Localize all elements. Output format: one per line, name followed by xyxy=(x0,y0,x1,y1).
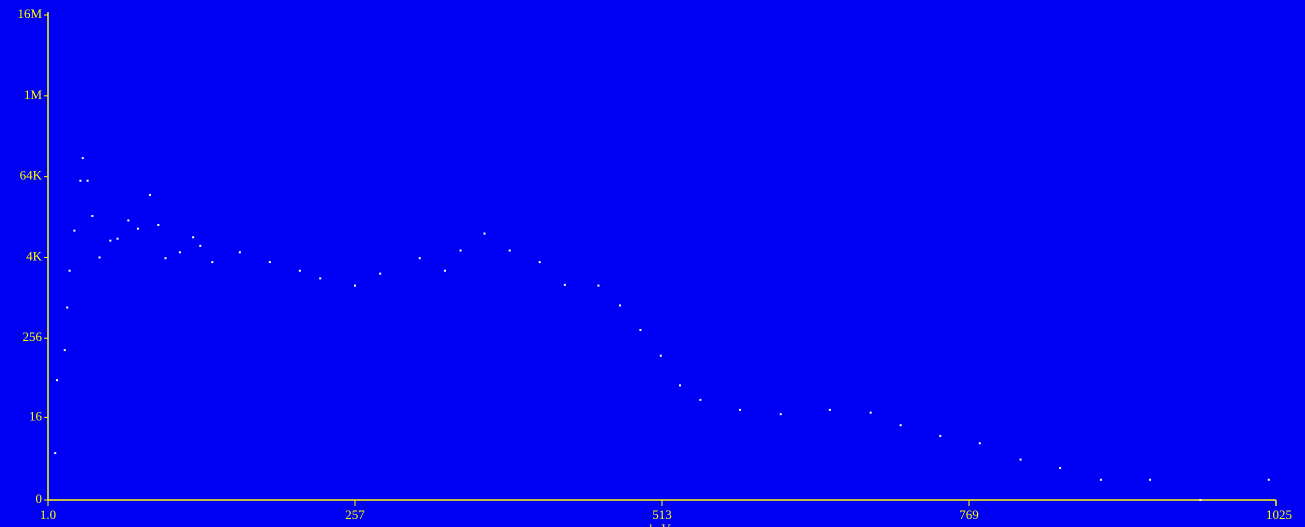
data-point xyxy=(66,306,69,309)
data-point xyxy=(319,277,322,280)
data-point xyxy=(127,219,130,222)
data-point xyxy=(678,384,681,387)
data-point xyxy=(619,304,622,307)
data-point xyxy=(298,269,301,272)
data-point xyxy=(178,251,181,254)
data-point xyxy=(1149,478,1152,481)
data-point xyxy=(63,349,66,352)
y-tick-label: 256 xyxy=(23,329,43,344)
data-point xyxy=(738,408,741,411)
y-tick-label: 1M xyxy=(24,87,43,102)
data-point xyxy=(68,269,71,272)
data-point xyxy=(238,251,241,254)
data-point xyxy=(136,227,139,230)
data-point xyxy=(538,261,541,264)
data-point xyxy=(268,261,271,264)
data-point xyxy=(459,249,462,252)
data-point xyxy=(418,257,421,260)
data-point xyxy=(211,261,214,264)
data-point xyxy=(109,239,112,242)
data-point xyxy=(81,157,84,160)
data-point xyxy=(978,442,981,445)
data-point xyxy=(86,179,89,182)
y-tick-label: 0 xyxy=(36,491,43,506)
data-point xyxy=(1019,458,1022,461)
x-tick-label: 1025 xyxy=(1266,507,1292,522)
data-point xyxy=(54,452,57,455)
x-tick-label: 513 xyxy=(652,507,672,522)
y-tick-label: 16M xyxy=(17,6,42,21)
data-point xyxy=(1059,466,1062,469)
data-point xyxy=(597,284,600,287)
x-tick-label: 769 xyxy=(959,507,979,522)
data-point xyxy=(354,284,356,287)
data-point xyxy=(828,408,831,411)
data-point xyxy=(91,215,94,218)
data-point xyxy=(483,232,486,235)
data-point xyxy=(563,283,566,286)
data-point xyxy=(779,413,782,416)
y-tick-label: 4K xyxy=(26,248,43,263)
data-point xyxy=(157,223,160,226)
data-point xyxy=(98,256,101,259)
data-point xyxy=(869,411,872,414)
data-point xyxy=(939,434,942,437)
data-point xyxy=(1099,478,1102,481)
x-tick-label: 1.0 xyxy=(40,507,56,522)
data-point xyxy=(73,229,76,232)
x-axis-label: keV xyxy=(649,521,671,527)
data-point xyxy=(899,424,902,427)
data-point xyxy=(443,269,446,272)
data-point xyxy=(508,249,511,252)
data-point xyxy=(639,328,642,331)
data-point xyxy=(1199,499,1202,501)
data-point xyxy=(148,193,151,196)
data-point xyxy=(199,244,202,247)
data-point xyxy=(192,236,195,239)
data-point xyxy=(659,354,662,357)
data-point xyxy=(116,237,119,240)
data-point xyxy=(1267,478,1270,481)
data-point xyxy=(699,398,702,401)
data-point xyxy=(55,379,58,382)
data-point xyxy=(379,272,382,275)
x-tick-label: 257 xyxy=(345,507,365,522)
data-point xyxy=(164,257,167,260)
y-tick-label: 64K xyxy=(20,168,43,183)
data-point xyxy=(79,179,82,182)
y-tick-label: 16 xyxy=(29,408,43,423)
